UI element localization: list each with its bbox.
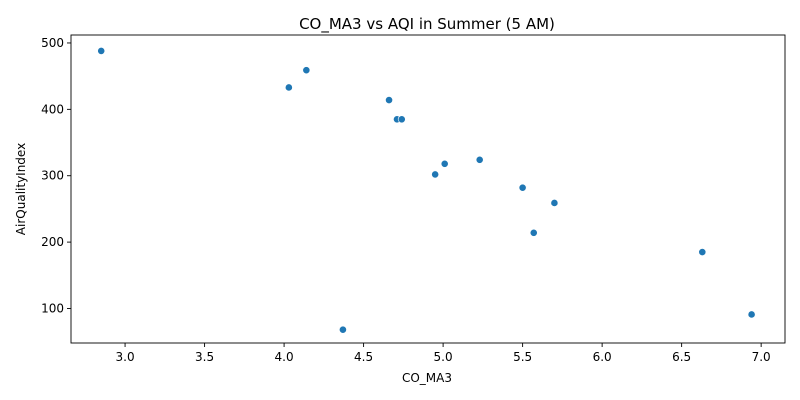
y-tick-label: 200 [41, 235, 64, 249]
x-tick-label: 7.0 [752, 350, 771, 364]
data-point [302, 66, 311, 75]
data-point [475, 155, 484, 164]
x-tick-label: 3.0 [116, 350, 135, 364]
x-tick-label: 6.0 [593, 350, 612, 364]
data-point [431, 170, 440, 179]
x-tick-label: 6.5 [672, 350, 691, 364]
x-tick-label: 4.5 [354, 350, 373, 364]
data-point [339, 325, 347, 334]
data-point [529, 228, 538, 237]
chart-title: CO_MA3 vs AQI in Summer (5 AM) [299, 15, 555, 34]
data-point [385, 96, 393, 104]
x-tick-label: 4.0 [275, 350, 294, 364]
y-tick-label: 500 [41, 36, 64, 50]
data-point [550, 199, 559, 207]
data-point [440, 159, 449, 168]
y-axis-label: AirQualityIndex [14, 143, 28, 235]
data-point [698, 248, 707, 256]
y-tick-label: 300 [41, 169, 64, 183]
x-tick-label: 5.0 [434, 350, 453, 364]
data-point [97, 47, 106, 55]
data-point [747, 310, 756, 319]
y-tick-label: 400 [41, 102, 64, 116]
plot-frame [70, 34, 786, 344]
axis-ticks: 3.0 3.5 4.0 4.5 5.0 5.5 6.0 6.5 7.0 100 200 300 400 5… [41, 36, 771, 364]
data-point [518, 183, 527, 192]
data-points [97, 47, 756, 334]
x-tick-label: 5.5 [513, 350, 532, 364]
x-tick-label: 3.5 [195, 350, 214, 364]
data-point [397, 115, 406, 124]
y-tick-label: 100 [41, 301, 64, 315]
data-point [284, 83, 293, 92]
x-axis-label: CO_MA3 [402, 371, 452, 385]
